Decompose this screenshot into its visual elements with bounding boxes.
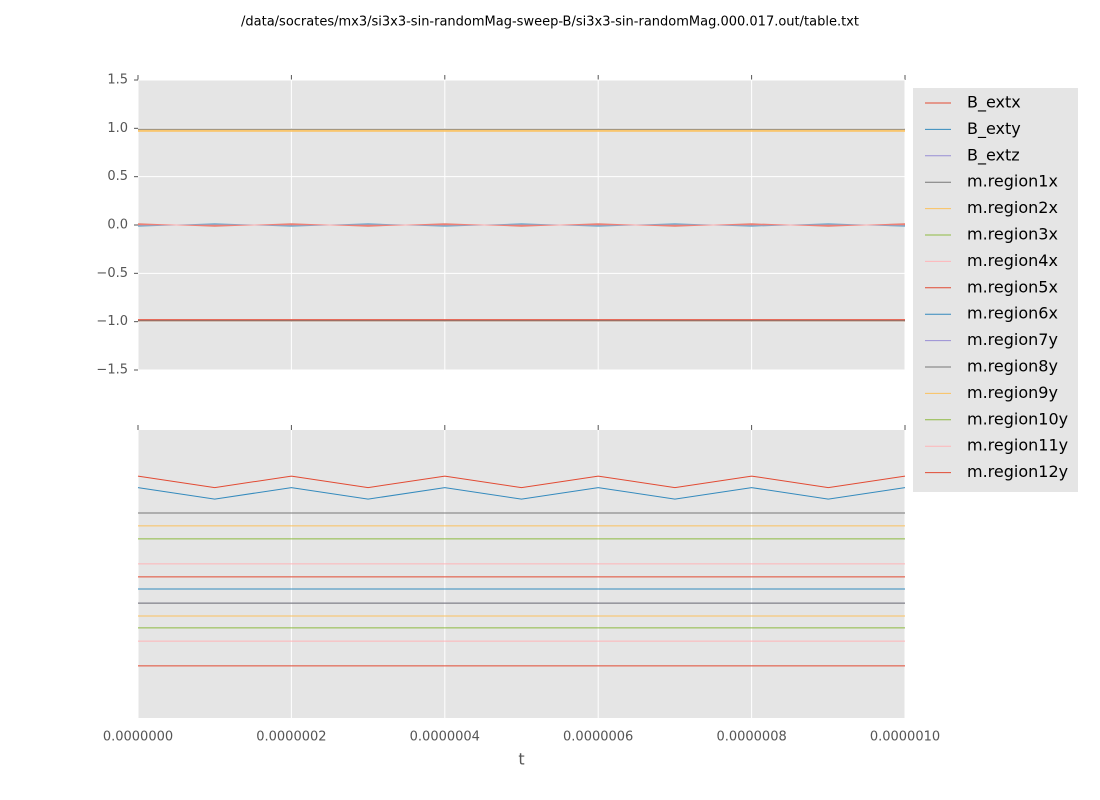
x-tick-label: 0.0000006: [563, 730, 633, 745]
x-axis-label: t: [518, 750, 524, 769]
legend-label: B_extz: [967, 145, 1020, 165]
legend-label: m.region10y: [967, 409, 1068, 428]
series-line: [137, 487, 906, 500]
x-tick-label: 0.0000004: [410, 730, 480, 745]
y-tick-label: 1.5: [107, 73, 128, 88]
legend-label: m.region12y: [967, 462, 1068, 481]
y-tick-label: −0.5: [96, 266, 128, 281]
legend-label: m.region5x: [967, 277, 1058, 296]
legend-label: m.region4x: [967, 251, 1058, 270]
plot-background: [138, 430, 905, 718]
y-tick-label: 0.5: [107, 169, 128, 184]
x-tick-label: 0.0000008: [716, 730, 786, 745]
y-tick-label: 0.0: [107, 218, 128, 233]
x-tick-label: 0.0000002: [256, 730, 326, 745]
y-tick-label: −1.5: [96, 363, 128, 378]
legend-label: m.region8y: [967, 357, 1058, 376]
legend-label: m.region2x: [967, 198, 1058, 217]
legend-label: m.region9y: [967, 383, 1058, 402]
legend-label: m.region6x: [967, 304, 1058, 323]
chart-title: /data/socrates/mx3/si3x3-sin-randomMag-s…: [241, 15, 859, 30]
y-tick-label: 1.0: [107, 121, 128, 136]
series-line: [137, 475, 906, 489]
x-tick-label: 0.0000010: [870, 730, 940, 745]
legend-label: m.region3x: [967, 225, 1058, 244]
legend-label: B_exty: [967, 119, 1021, 139]
legend-label: m.region1x: [967, 172, 1058, 191]
y-tick-label: −1.0: [96, 314, 128, 329]
legend-label: m.region7y: [967, 330, 1058, 349]
x-tick-label: 0.0000000: [103, 730, 173, 745]
legend-label: B_extx: [967, 93, 1021, 113]
legend-label: m.region11y: [967, 436, 1068, 455]
